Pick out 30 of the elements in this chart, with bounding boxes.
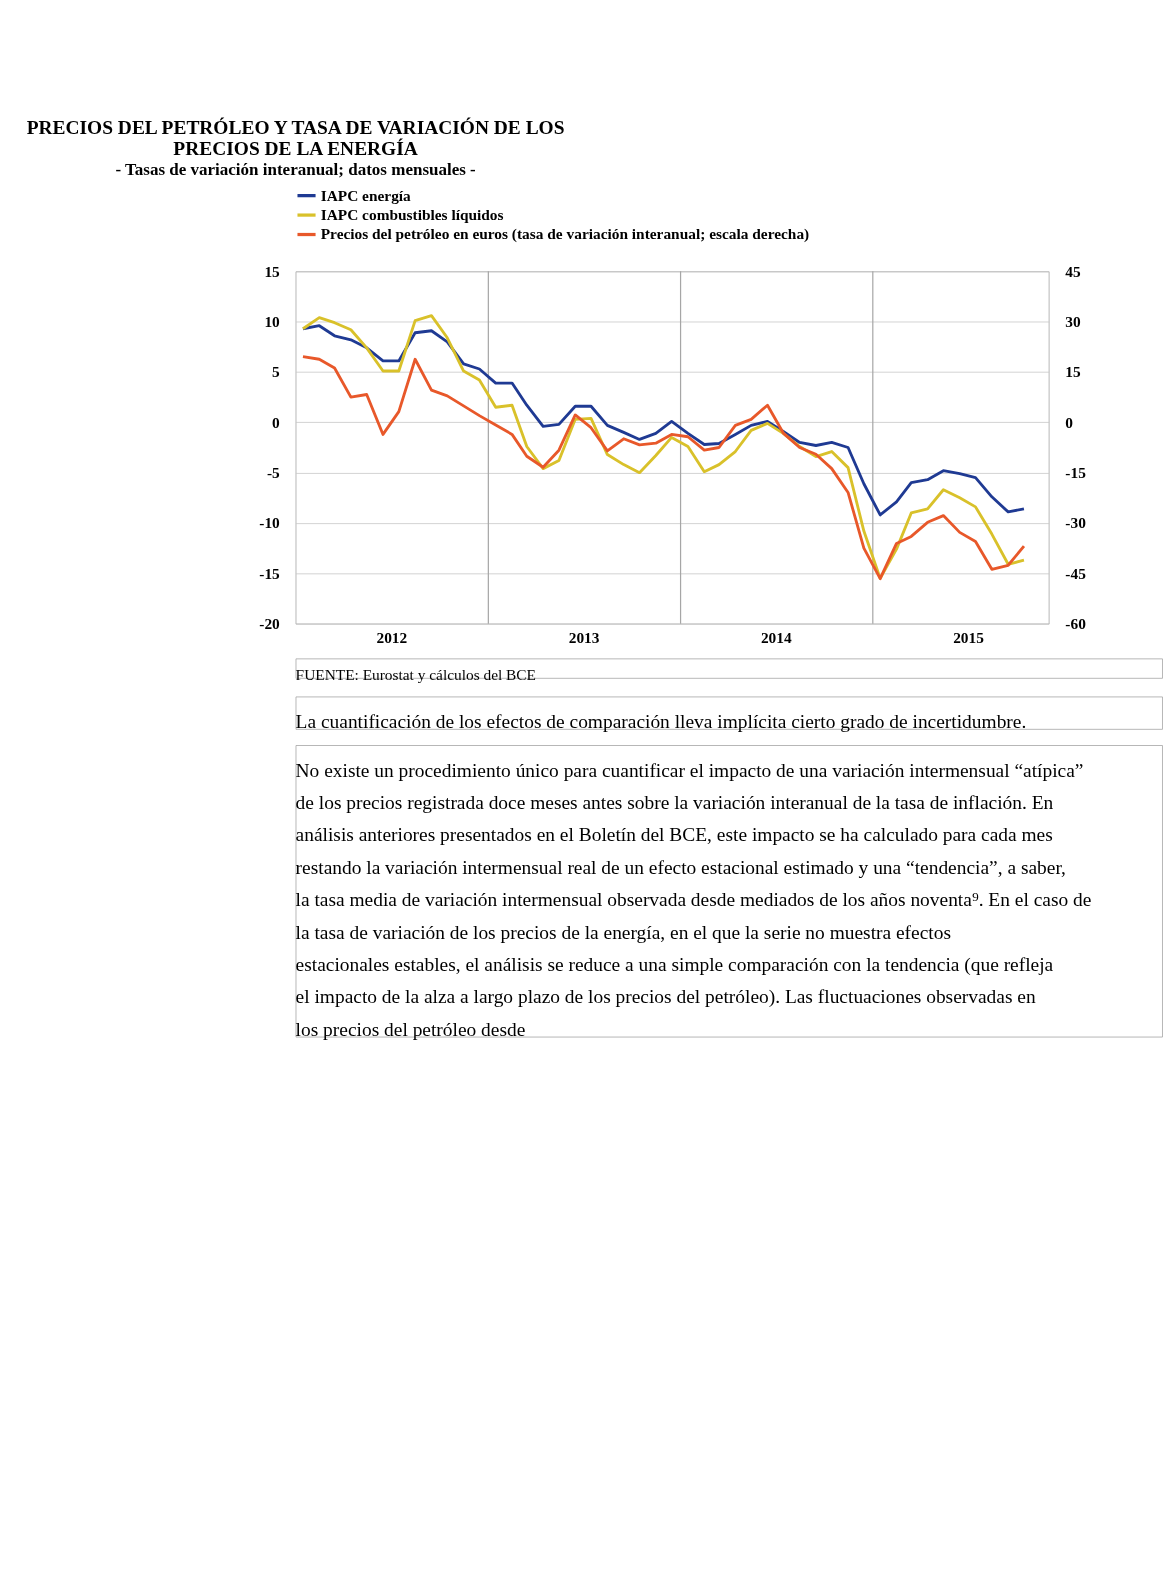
- legend-label: Precios del petróleo en euros (tasa de variación interanual; escala derecha): [320, 225, 810, 244]
- y2-tick-label: 30: [1065, 312, 1082, 330]
- y-tick-label: -15: [259, 564, 281, 582]
- chart-title: PRECIOS DEL PETRÓLEO Y TASA DE VARIACIÓN DE LOS PRECIOS DE LA ENERGÍA: [26, 116, 565, 159]
- y-tick-label: 0: [272, 413, 281, 431]
- text: La cuantificación de los efectos de comparación lleva implícita cierto grado de incertidumbre.: [295, 711, 1027, 733]
- y2-tick-label: 15: [1065, 363, 1082, 381]
- y-tick-label: 15: [264, 262, 281, 280]
- line-series: [301, 355, 1026, 581]
- y2-tick-label: -45: [1065, 564, 1087, 582]
- y2-tick-label: -15: [1065, 463, 1087, 481]
- legend-label: IAPC combustibles líquidos: [320, 205, 504, 223]
- legend-label: IAPC energía: [320, 186, 412, 204]
- y2-tick-label: -30: [1065, 514, 1087, 532]
- chart-subtitle: - Tasas de variación interanual; datos mensuales -: [115, 159, 477, 179]
- line-series: [301, 324, 1026, 517]
- y-tick-label: -20: [259, 614, 281, 632]
- y2-tick-label: 45: [1065, 262, 1082, 280]
- x-tick-label: 2014: [760, 628, 792, 646]
- y-tick-label: -5: [266, 463, 281, 481]
- y-tick-label: -10: [259, 514, 281, 532]
- x-tick-label: 2013: [568, 628, 600, 646]
- x-tick-label: 2015: [953, 628, 985, 646]
- y2-tick-label: -60: [1065, 614, 1087, 632]
- x-tick-label: 2012: [376, 628, 408, 646]
- y-tick-label: 10: [264, 312, 281, 330]
- source-note: FUENTE: Eurostat y cálculos del BCE: [295, 666, 537, 684]
- y-tick-label: 5: [272, 363, 281, 381]
- text: No existe un procedimiento único para cuantificar el impacto de una variación intermensual “atípica” de los precios registrada doce meses antes sobre la variación interanual de la tasa de inflación. En análisis anteriores presentados en el Boletín del BCE, este impacto se ha calculado para cada mes restando la variación intermensual real de un efecto estacional estimado y una “tendencia”, a saber, la tasa media de variación intermensual observada desde mediados de los años noventa⁹. En el caso de la tasa de variación de los precios de la energía, en el que la serie no muestra efectos estacionales estables, el análisis se reduce a una simple comparación con la tendencia (que refleja el impacto de la alza a largo plazo de los precios del petróleo). Las fluctuaciones observadas en los precios del petróleo desde: [295, 759, 1092, 1040]
- y2-tick-label: 0: [1065, 413, 1074, 431]
